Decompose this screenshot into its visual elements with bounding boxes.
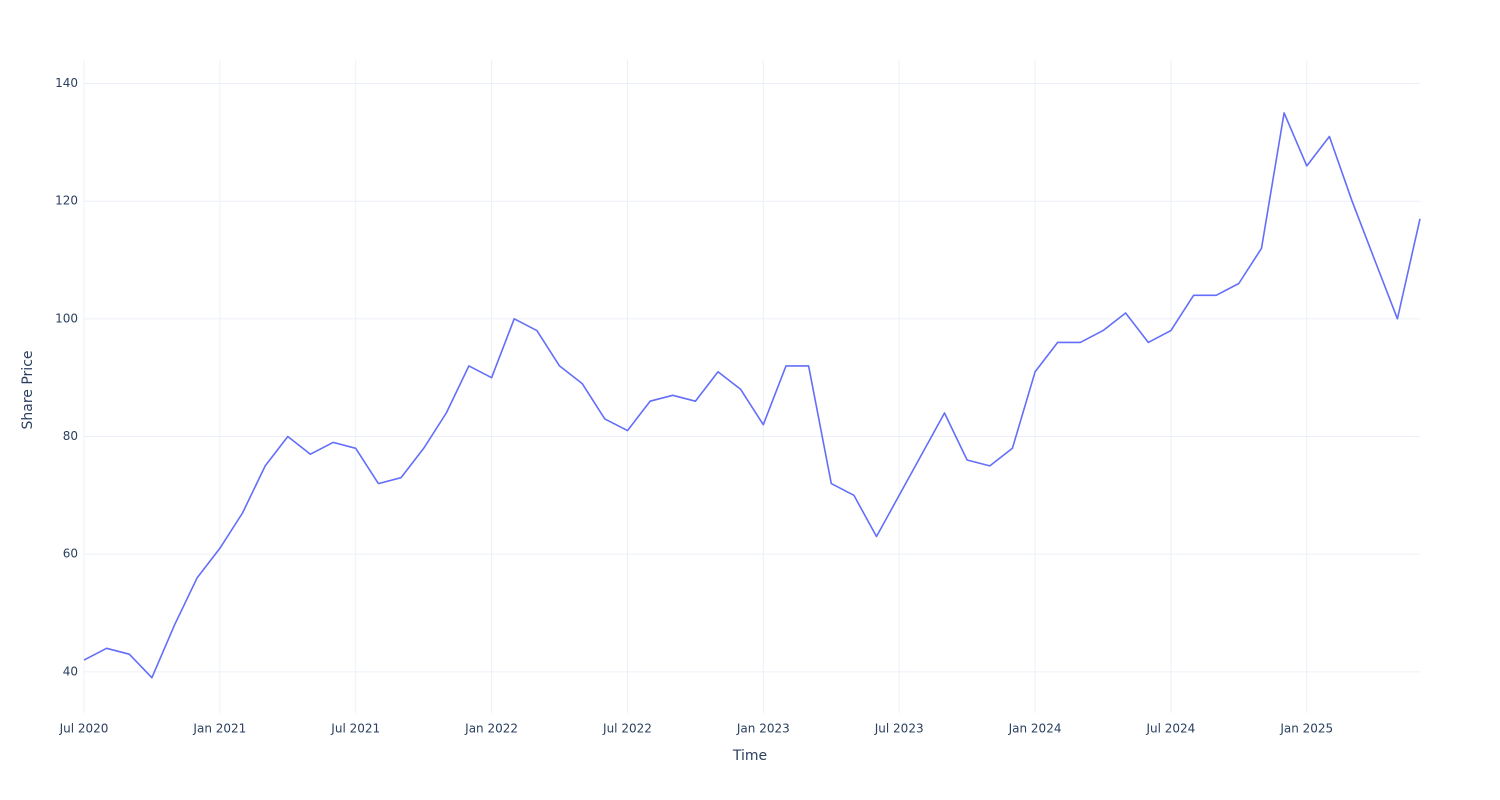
- y-tick-label: 80: [63, 429, 78, 443]
- y-tick-label: 100: [55, 311, 78, 325]
- x-tick-label: Jan 2024: [1008, 722, 1062, 736]
- x-tick-label: Jul 2022: [602, 722, 652, 736]
- x-tick-label: Jul 2020: [59, 722, 109, 736]
- line-series: [83, 112, 1421, 679]
- x-tick-label: Jul 2024: [1145, 722, 1195, 736]
- x-tick-label: Jan 2022: [464, 722, 518, 736]
- y-tick-label: 120: [55, 194, 78, 208]
- y-axis-title: Share Price: [20, 350, 36, 429]
- x-tick-label: Jul 2023: [874, 722, 924, 736]
- x-tick-label: Jan 2025: [1279, 722, 1333, 736]
- x-tick-label: Jul 2021: [330, 722, 380, 736]
- x-tick-label: Jan 2023: [736, 722, 790, 736]
- x-tick-label: Jan 2021: [192, 722, 246, 736]
- x-axis-title: Time: [732, 748, 767, 764]
- y-tick-label: 60: [63, 547, 78, 561]
- y-tick-label: 40: [63, 664, 78, 678]
- y-tick-label: 140: [55, 76, 78, 90]
